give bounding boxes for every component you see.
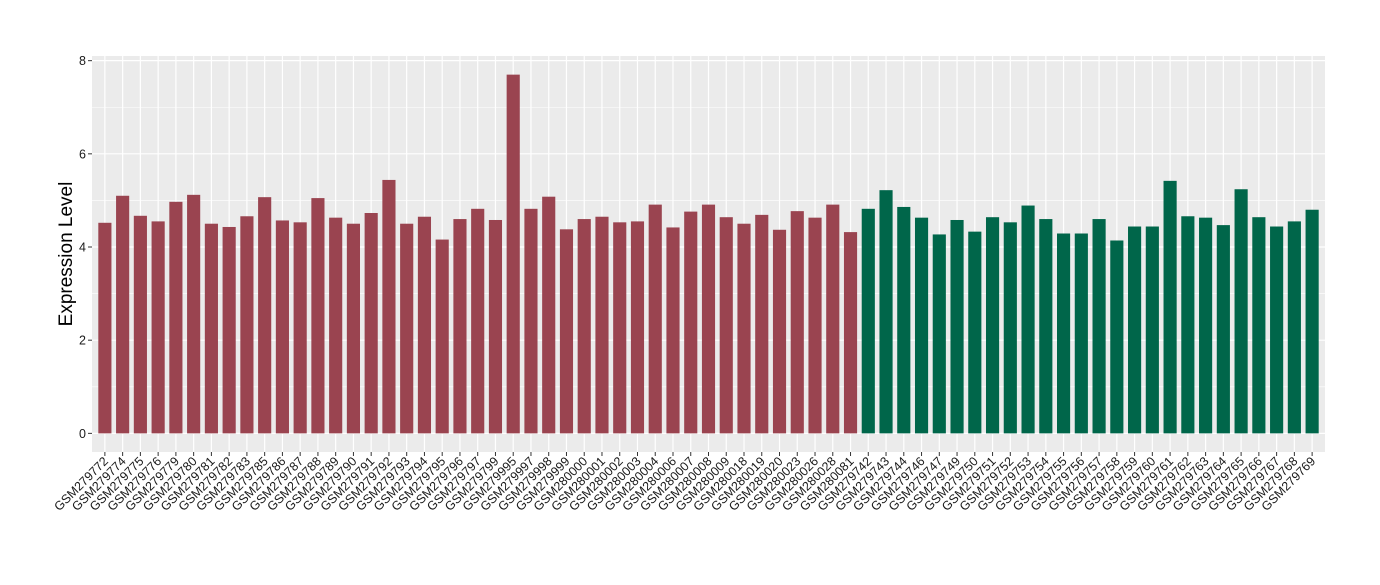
bar-GSM279768	[1287, 221, 1301, 434]
bar-GSM280008	[701, 204, 716, 434]
bar-GSM279797	[471, 208, 485, 434]
bar-GSM279754	[1039, 219, 1053, 434]
bar-GSM279795	[435, 239, 449, 434]
bar-GSM279772	[98, 222, 112, 434]
bar-GSM280019	[755, 214, 769, 434]
bar-GSM279781	[204, 223, 218, 434]
bar-GSM279998	[542, 196, 556, 434]
bar-GSM279999	[559, 229, 574, 434]
bar-GSM279775	[133, 215, 147, 434]
bar-GSM279760	[1145, 226, 1159, 434]
bar-GSM280009	[719, 217, 733, 434]
bar-GSM279742	[861, 208, 875, 434]
bar-GSM279747	[932, 234, 946, 434]
bar-GSM279997	[524, 208, 538, 434]
bar-GSM280028	[826, 204, 840, 434]
bar-GSM279793	[400, 223, 414, 434]
x-axis: GSM279772GSM279774GSM279775GSM279776GSM2…	[51, 452, 1318, 514]
y-tick-label: 0	[79, 427, 86, 441]
bar-GSM280000	[577, 219, 591, 434]
bar-GSM279769	[1305, 209, 1319, 434]
bar-GSM279796	[453, 219, 467, 434]
bar-GSM279780	[187, 194, 201, 434]
bar-GSM280006	[666, 227, 680, 434]
bar-GSM279790	[346, 223, 360, 434]
bar-GSM279789	[329, 217, 343, 434]
bars	[98, 74, 1319, 434]
y-axis-title: Expression Level	[56, 182, 77, 327]
bar-GSM280020	[772, 229, 787, 434]
bar-GSM279791	[364, 213, 378, 434]
bar-GSM279788	[311, 198, 325, 434]
bar-GSM280023	[790, 211, 804, 434]
bar-GSM280004	[648, 204, 662, 434]
bar-GSM280001	[595, 216, 609, 434]
bar-GSM280081	[843, 232, 858, 434]
bar-GSM279794	[417, 216, 432, 434]
bar-GSM279749	[950, 219, 964, 434]
y-tick-label: 4	[79, 241, 86, 255]
bar-GSM279746	[914, 217, 929, 434]
bar-GSM280003	[630, 221, 645, 434]
bar-GSM279995	[506, 74, 520, 434]
bar-GSM279758	[1110, 240, 1124, 434]
bar-GSM279753	[1021, 205, 1035, 434]
bar-GSM280002	[613, 222, 627, 434]
bar-GSM279787	[293, 222, 307, 434]
bar-GSM279762	[1181, 216, 1195, 434]
bar-GSM279783	[240, 216, 254, 434]
bar-GSM279744	[897, 206, 911, 434]
bar-GSM279752	[1003, 222, 1017, 434]
bar-GSM279750	[968, 231, 982, 434]
bar-GSM279767	[1270, 226, 1284, 434]
y-axis: 0 2 4 6 8	[79, 54, 92, 441]
bar-GSM279799	[488, 219, 503, 434]
bar-GSM279761	[1163, 180, 1177, 434]
bar-GSM279764	[1216, 225, 1230, 434]
bar-GSM279792	[382, 179, 396, 434]
bar-GSM280018	[737, 223, 751, 434]
bar-GSM279782	[222, 226, 236, 434]
bar-GSM279776	[151, 221, 165, 434]
bar-GSM279766	[1252, 217, 1266, 434]
bar-GSM279785	[258, 197, 272, 434]
bar-GSM279786	[275, 220, 289, 434]
bar-GSM279774	[116, 195, 130, 434]
bar-GSM279759	[1128, 226, 1142, 434]
bar-GSM279756	[1074, 233, 1088, 434]
y-tick-label: 6	[79, 147, 86, 161]
bar-GSM279779	[169, 201, 183, 434]
bar-GSM280007	[684, 211, 698, 434]
bar-GSM279755	[1057, 233, 1071, 434]
y-tick-label: 8	[79, 54, 86, 68]
bar-GSM279743	[879, 190, 893, 434]
bar-GSM279757	[1092, 219, 1106, 434]
bar-GSM280026	[808, 217, 822, 434]
bar-GSM279751	[985, 217, 1000, 434]
y-tick-label: 2	[79, 334, 86, 348]
bar-GSM279765	[1234, 189, 1248, 434]
bar-GSM279763	[1199, 217, 1213, 434]
